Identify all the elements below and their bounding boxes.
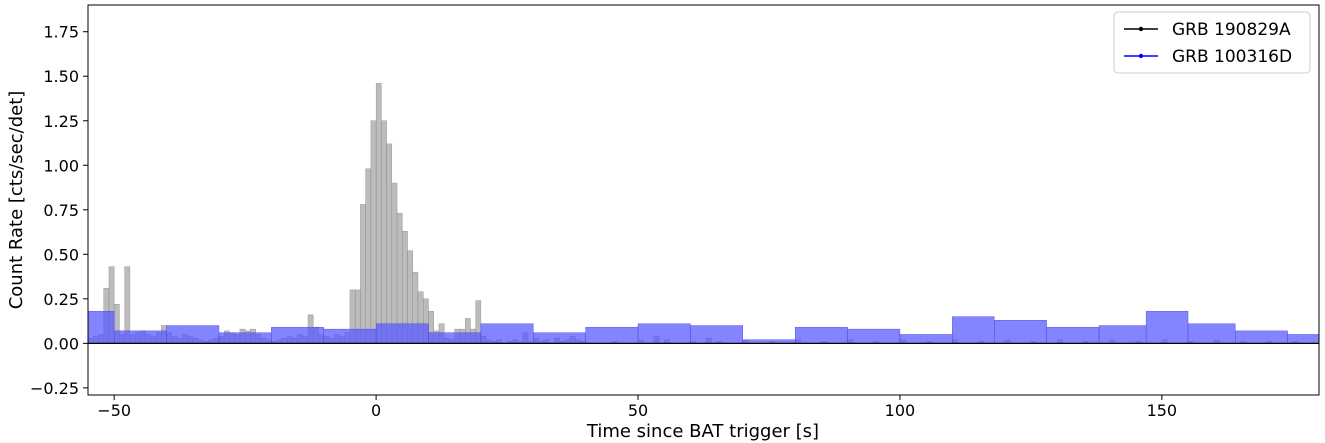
bar-grb-100316d [637,323,691,344]
y-tick-label: 1.00 [43,156,79,175]
bar-grb-100316d [271,327,324,344]
bar-grb-100316d [113,330,167,344]
bar-grb-100316d [1287,334,1320,344]
bar-grb-100316d [1046,327,1100,344]
x-axis-label: Time since BAT trigger [s] [586,421,819,442]
bar-grb-100316d [1145,311,1189,344]
bar-grb-190829a [360,204,366,344]
x-axis-ticks: −50 0 50 100 150 [97,395,1177,420]
bar-grb-100316d [480,323,534,344]
bar-grb-100316d [166,325,220,344]
bar-grb-190829a [365,168,372,344]
legend-marker-grb-100316d [1138,53,1144,59]
bar-grb-100316d [533,332,586,344]
bar-grb-100316d [585,327,639,344]
x-tick-label: 100 [885,401,916,420]
legend-box [1113,11,1311,74]
x-tick-label: 150 [1147,401,1178,420]
x-tick-label: −50 [97,401,131,420]
y-tick-label: 1.75 [43,23,79,42]
plot-frame [87,4,1320,396]
series-grb-100316d [87,311,1320,344]
legend: GRB 190829A GRB 100316D [1113,11,1311,74]
bar-grb-190829a [386,143,393,344]
legend-label-grb-100316d: GRB 100316D [1172,47,1292,67]
bar-grb-100316d [87,311,115,344]
bar-grb-100316d [899,334,953,344]
bar-grb-100316d [1187,323,1236,344]
bar-grb-100316d [690,325,743,344]
y-tick-label: −0.25 [30,379,79,398]
x-tick-label: 0 [371,401,381,420]
y-tick-label: 1.25 [43,112,79,131]
y-axis-ticks: −0.25 0.00 0.25 0.50 0.75 1.00 1.25 1.50 1.75 [30,23,88,398]
y-tick-label: 0.50 [43,245,79,264]
bar-grb-100316d [428,332,482,344]
y-axis-label: Count Rate [cts/sec/det] [6,91,27,310]
y-tick-label: 0.75 [43,201,79,220]
bar-grb-190829a [370,120,377,344]
bar-grb-190829a [391,182,398,344]
bar-grb-100316d [218,332,272,344]
y-tick-label: 0.25 [43,290,79,309]
bar-grb-190829a [381,120,387,344]
bar-grb-100316d [952,316,995,344]
bar-grb-100316d [375,323,429,344]
bar-grb-100316d [323,328,377,344]
bar-grb-100316d [794,327,848,344]
series-grb-190829a [87,83,1299,344]
bar-grb-100316d [847,328,901,344]
bar-grb-100316d [1098,325,1147,344]
bar-grb-100316d [994,320,1047,344]
y-tick-label: 1.50 [43,67,79,86]
y-tick-label: 0.00 [43,334,79,353]
bar-grb-100316d [1234,330,1288,344]
legend-label-grb-190829a: GRB 190829A [1172,20,1291,40]
legend-marker-grb-190829a [1138,26,1144,32]
x-tick-label: 50 [628,401,648,420]
bar-grb-190829a [375,83,382,344]
